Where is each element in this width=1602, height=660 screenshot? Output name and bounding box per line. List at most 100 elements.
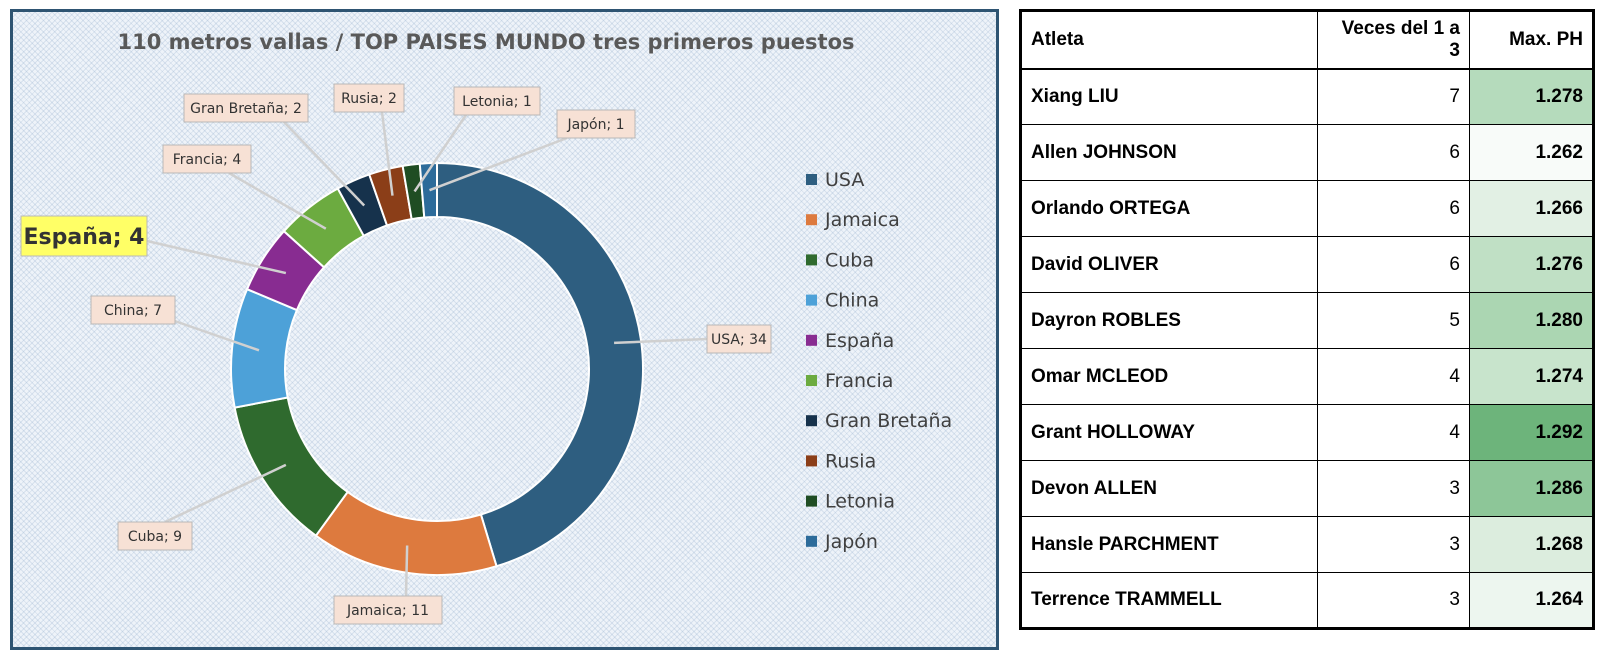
cell-times: 6 [1317,236,1470,293]
chart-panel: 110 metros vallas / TOP PAISES MUNDO tre… [10,9,999,650]
cell-athlete: Grant HOLLOWAY [1020,404,1318,461]
legend-item-usa: USA [825,169,864,191]
leader-line-espana [146,239,287,275]
cell-times: 3 [1317,516,1470,573]
cell-times: 7 [1317,68,1470,125]
cell-athlete: Omar MCLEOD [1020,348,1318,405]
donut-slices [230,161,644,576]
data-label-espana: España; 4 [24,225,145,250]
leader-line-letonia [413,114,468,193]
legend-item-espana: España [825,330,894,352]
cell-times: 3 [1317,460,1470,517]
slice-cuba [233,396,350,538]
cell-times: 3 [1317,572,1470,629]
table-row: Orlando ORTEGA 6 1.266 [1020,180,1594,237]
legend-swatch-francia [806,375,817,386]
cell-athlete: Hansle PARCHMENT [1020,516,1318,573]
table-body: Xiang LIU 7 1.278 Allen JOHNSON 6 1.262 Orland… [1020,68,1594,629]
legend-item-china: China [825,290,879,312]
leader-line-gran-bretana [283,121,366,207]
cell-athlete: David OLIVER [1020,236,1318,293]
data-label-cuba: Cuba; 9 [128,529,182,545]
table-row: Allen JOHNSON 6 1.262 [1020,124,1594,181]
legend-item-francia: Francia [825,370,893,392]
legend-swatch-rusia [806,455,817,467]
slice-usa [436,161,644,568]
legend-swatch-espana [806,334,817,346]
legend-swatch-jamaica [806,214,817,226]
data-label-china: China; 7 [104,303,162,319]
table-row: Xiang LIU 7 1.278 [1020,68,1594,125]
cell-times: 4 [1317,404,1470,461]
table-row: Hansle PARCHMENT 3 1.268 [1020,516,1594,573]
data-labels: USA; 34 Jamaica; 11 Cuba; 9 China; 7 España;… [20,83,772,625]
table-row: Devon ALLEN 3 1.286 [1020,460,1594,517]
data-label-box-japon [556,109,636,139]
cell-max-ph: 1.276 [1469,236,1594,293]
cell-max-ph: 1.264 [1469,572,1594,629]
legend-item-japon: Japón [824,531,878,553]
legend-swatch-usa [806,174,817,185]
legend-swatch-cuba [806,254,817,266]
cell-athlete: Xiang LIU [1020,68,1318,125]
data-label-box-gran-bretana [183,93,309,123]
leader-line-jamaica [404,545,409,597]
data-label-box-usa [706,324,772,354]
athlete-table: Atleta Veces del 1 a 3 Max. PH Xiang LIU… [1019,9,1595,630]
legend-item-jamaica: Jamaica [824,209,900,231]
cell-athlete: Terrence TRAMMELL [1020,572,1318,629]
header-atleta: Atleta [1020,10,1318,70]
cell-athlete: Devon ALLEN [1020,460,1318,517]
legend-item-rusia: Rusia [825,450,876,472]
table-row: David OLIVER 6 1.276 [1020,236,1594,293]
leader-line-cuba [164,463,287,524]
cell-max-ph: 1.266 [1469,180,1594,237]
donut-chart: 110 metros vallas / TOP PAISES MUNDO tre… [20,30,952,625]
leader-line-china [165,316,260,352]
table-header-row: Atleta Veces del 1 a 3 Max. PH [1020,10,1594,70]
label-leader-lines [146,111,708,597]
cell-max-ph: 1.262 [1469,124,1594,181]
leader-line-usa [614,337,708,345]
athlete-table-container: Atleta Veces del 1 a 3 Max. PH Xiang LIU… [1019,9,1595,630]
table-row: Terrence TRAMMELL 3 1.264 [1020,572,1594,629]
data-label-box-espana [20,215,148,257]
data-label-box-china [90,295,176,325]
cell-athlete: Allen JOHNSON [1020,124,1318,181]
data-label-box-rusia [333,83,405,113]
cell-times: 6 [1317,124,1470,181]
leader-line-francia [228,171,327,230]
chart-title: 110 metros vallas / TOP PAISES MUNDO tre… [118,30,855,54]
table-row: Dayron ROBLES 5 1.280 [1020,292,1594,349]
cell-times: 6 [1317,180,1470,237]
cell-max-ph: 1.278 [1469,68,1594,125]
table-row: Omar MCLEOD 4 1.274 [1020,348,1594,405]
cell-max-ph: 1.280 [1469,292,1594,349]
data-label-letonia: Letonia; 1 [462,94,532,110]
data-label-jamaica: Jamaica; 11 [346,603,429,619]
legend-item-cuba: Cuba [825,249,874,271]
data-label-box-cuba [117,521,193,551]
data-label-box-jamaica [333,595,443,625]
legend-item-letonia: Letonia [825,491,895,513]
data-label-box-letonia [453,86,541,116]
data-label-francia: Francia; 4 [173,152,242,168]
chart-legend: USA Jamaica Cuba China España Francia Gran Bre… [806,169,952,553]
data-label-gran-bretana: Gran Bretaña; 2 [190,101,302,117]
cell-athlete: Orlando ORTEGA [1020,180,1318,237]
table-row: Grant HOLLOWAY 4 1.292 [1020,404,1594,461]
legend-item-gran-bretana: Gran Bretaña [825,410,952,432]
header-max-ph: Max. PH [1469,10,1594,70]
legend-swatch-japon [806,535,817,547]
cell-max-ph: 1.292 [1469,404,1594,461]
cell-max-ph: 1.286 [1469,460,1594,517]
cell-times: 4 [1317,348,1470,405]
data-label-usa: USA; 34 [711,332,767,348]
cell-max-ph: 1.268 [1469,516,1594,573]
cell-athlete: Dayron ROBLES [1020,292,1318,349]
cell-times: 5 [1317,292,1470,349]
leader-line-japon [429,136,568,192]
data-label-box-francia [162,144,252,174]
data-label-japon: Japón; 1 [566,117,624,133]
cell-max-ph: 1.274 [1469,348,1594,405]
